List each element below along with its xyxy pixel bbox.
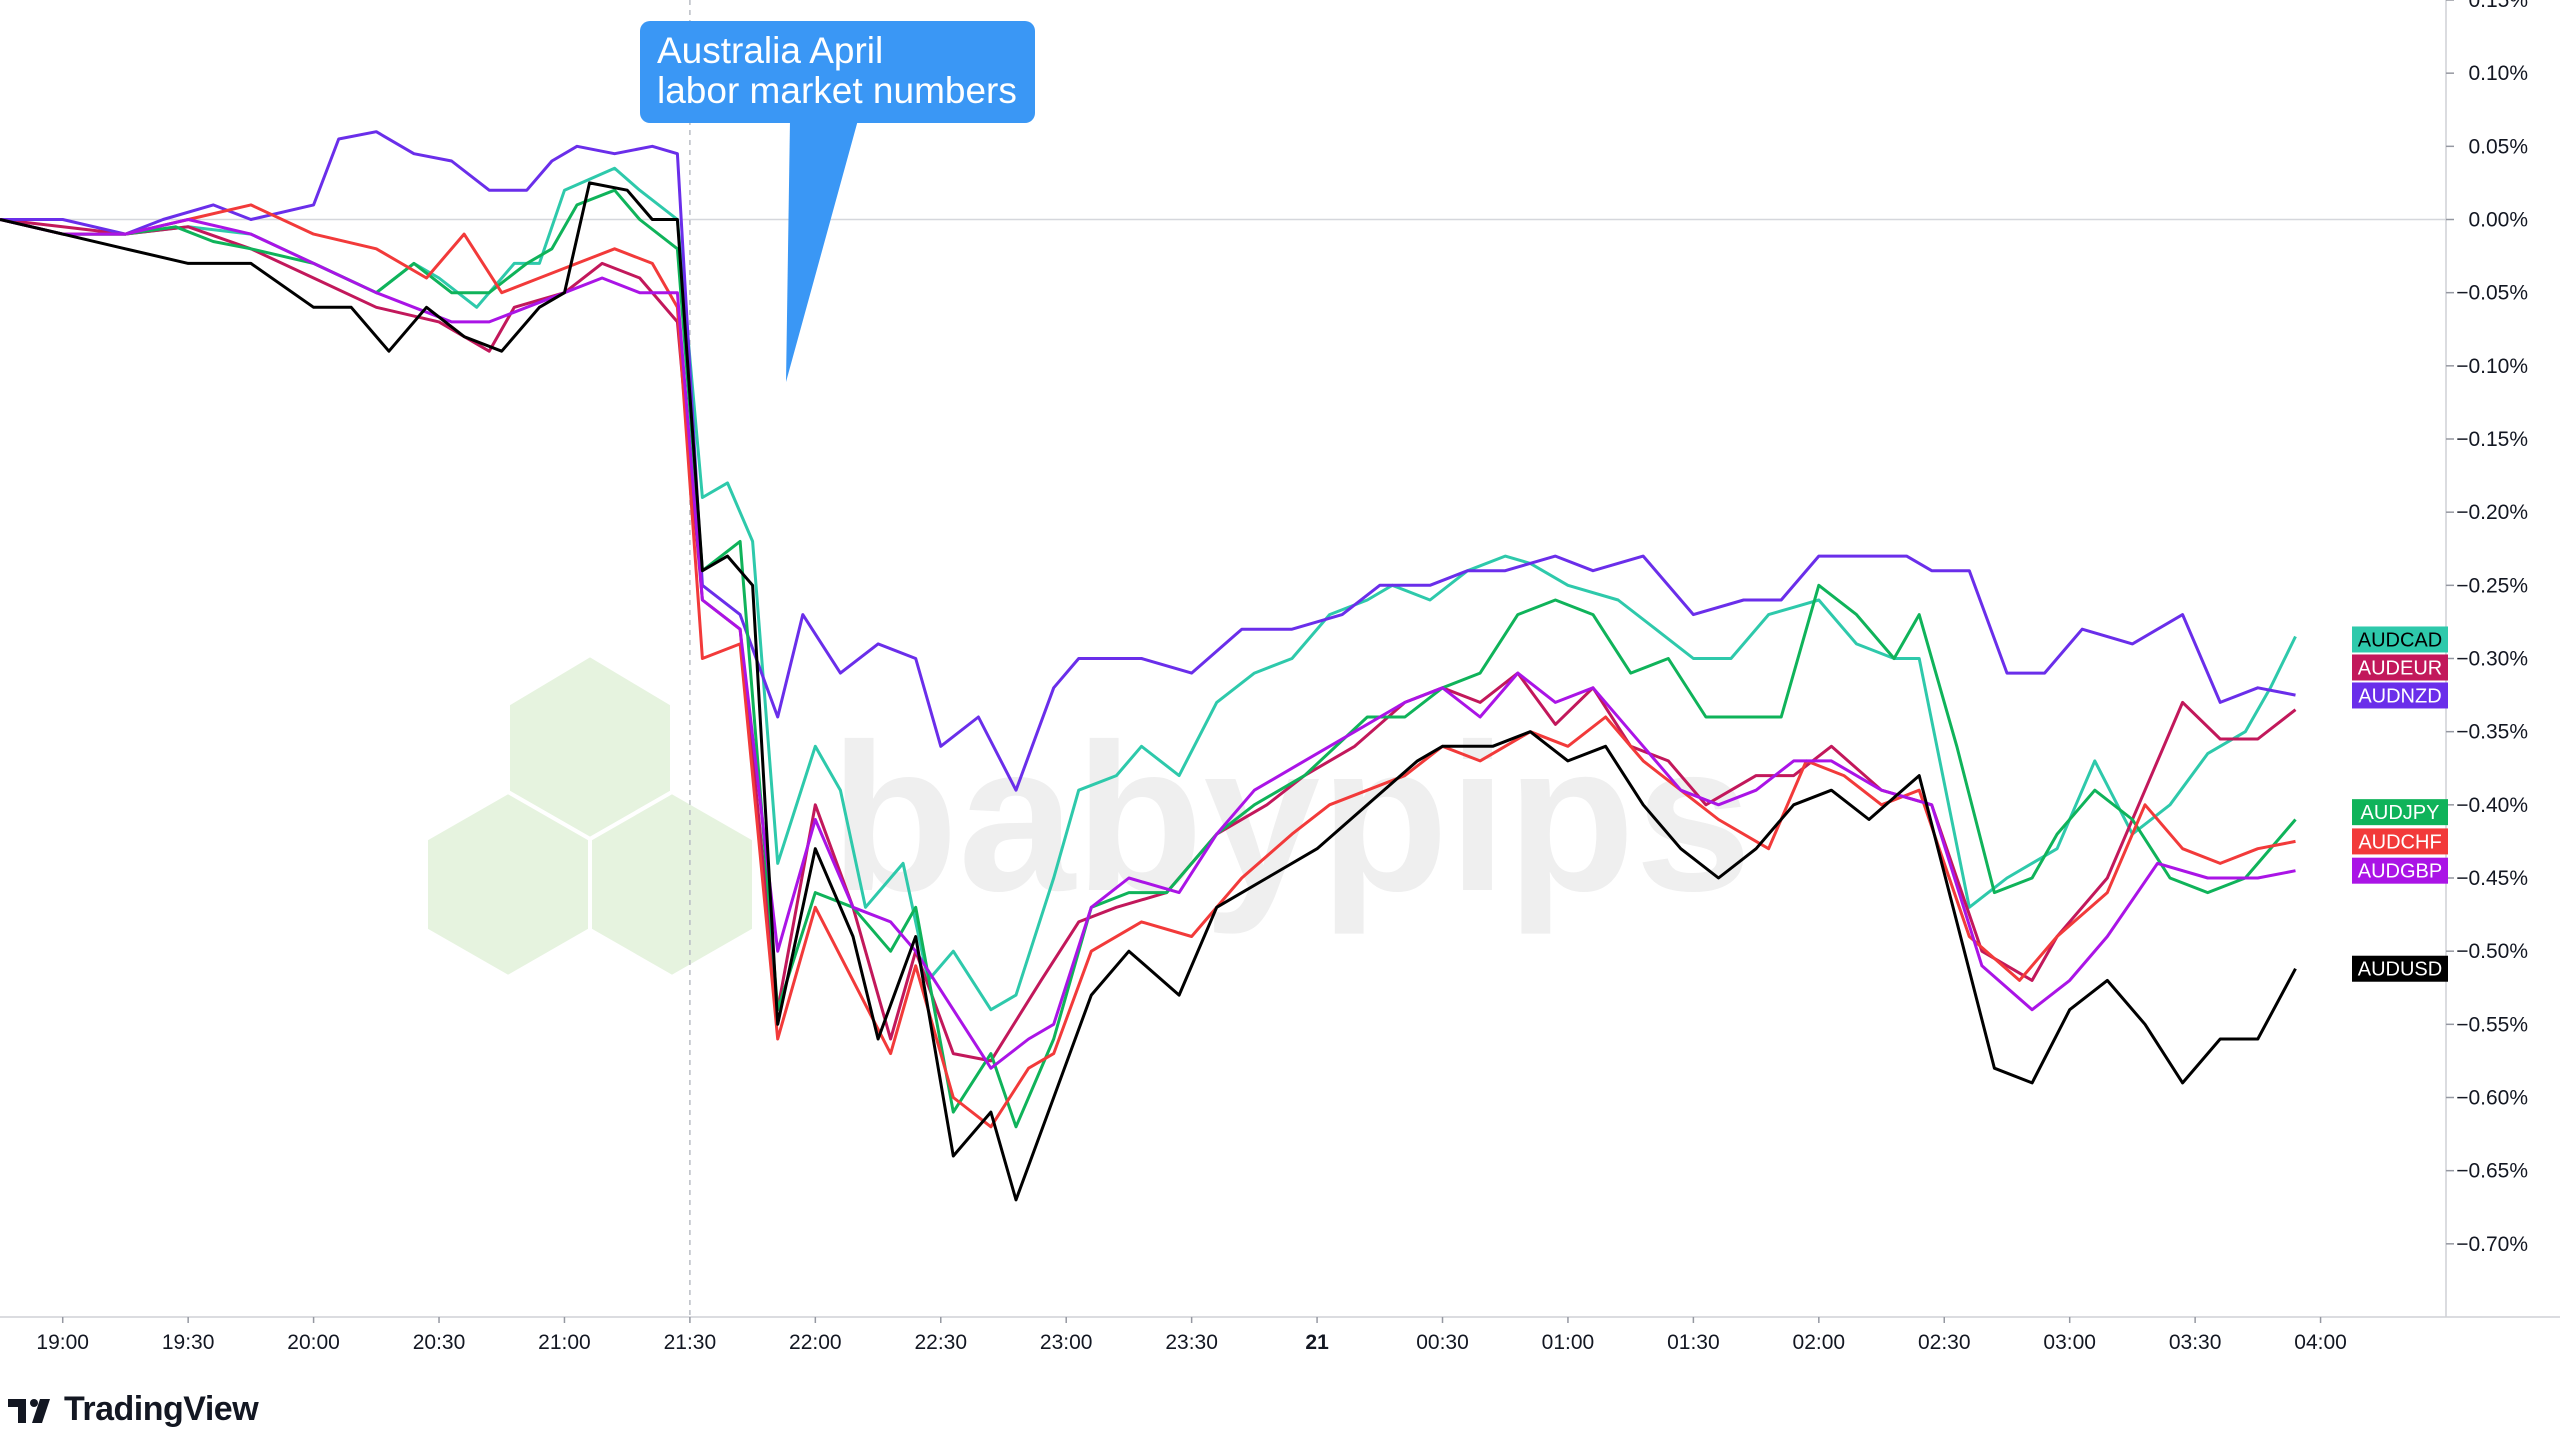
x-tick-label: 01:00 (1542, 1331, 1595, 1354)
legend-label-text: AUDJPY (2361, 802, 2440, 824)
legend-label-text: AUDGBP (2358, 861, 2442, 883)
legend-label-audcad: AUDCAD (2352, 626, 2448, 653)
legend-label-box (2352, 857, 2448, 884)
x-tick-label: 19:30 (162, 1331, 215, 1354)
series-line-audnzd (0, 130, 2296, 792)
legend-label-text: AUDEUR (2358, 657, 2442, 679)
legend-label-box (2352, 654, 2448, 681)
y-tick-label: −0.10% (2456, 355, 2528, 378)
legend-label-audusd: AUDUSD (2352, 955, 2448, 982)
legend-label-audjpy: AUDJPY (2352, 799, 2448, 826)
y-tick-label: −0.40% (2456, 794, 2528, 817)
legend-label-audeur: AUDEUR (2352, 654, 2448, 681)
x-tick-label: 21 (1305, 1331, 1329, 1354)
callout-line-2: labor market numbers (657, 70, 1017, 111)
callout-pointer (786, 120, 858, 382)
x-tick-label: 22:30 (914, 1331, 967, 1354)
annotation-callout: Australia April labor market numbers (640, 21, 1035, 123)
legend-label-box (2352, 828, 2448, 855)
legend-label-box (2352, 626, 2448, 653)
cube-logo (424, 652, 756, 980)
y-tick-label: 0.05% (2468, 135, 2528, 158)
y-tick-label: −0.65% (2456, 1160, 2528, 1183)
callout-line-1: Australia April (657, 30, 884, 71)
babypips-watermark: babypips (424, 652, 1752, 980)
x-tick-label: 00:30 (1416, 1331, 1469, 1354)
y-tick-label: 0.00% (2468, 209, 2528, 232)
tradingview-logo[interactable]: TradingView (6, 1390, 259, 1429)
tradingview-wordmark: TradingView (64, 1390, 259, 1428)
y-tick-label: −0.35% (2456, 721, 2528, 744)
y-tick-label: −0.70% (2456, 1233, 2528, 1256)
x-tick-label: 19:00 (36, 1331, 89, 1354)
x-tick-label: 22:00 (789, 1331, 842, 1354)
legend-label-box (2352, 955, 2448, 982)
legend-label-text: AUDCHF (2358, 831, 2441, 853)
legend-label-audnzd: AUDNZD (2352, 682, 2448, 709)
x-tick-label: 23:00 (1040, 1331, 1093, 1354)
y-tick-label: −0.55% (2456, 1013, 2528, 1036)
y-tick-label: 0.10% (2468, 62, 2528, 85)
x-tick-label: 04:00 (2294, 1331, 2347, 1354)
y-tick-label: −0.60% (2456, 1087, 2528, 1110)
x-tick-label: 21:30 (664, 1331, 717, 1354)
x-tick-label: 20:00 (287, 1331, 340, 1354)
series-line-audusd (0, 181, 2297, 1202)
y-tick-label: −0.45% (2456, 867, 2528, 890)
x-tick-label: 03:30 (2169, 1331, 2222, 1354)
legend-label-box (2352, 799, 2448, 826)
y-tick-label: −0.15% (2456, 428, 2528, 451)
x-tick-label: 23:30 (1165, 1331, 1218, 1354)
x-tick-label: 03:00 (2043, 1331, 2096, 1354)
legend-label-text: AUDCAD (2358, 629, 2442, 651)
y-tick-label: −0.20% (2456, 501, 2528, 524)
y-tick-label: −0.50% (2456, 940, 2528, 963)
watermark-text: babypips (830, 700, 1752, 935)
series-line-audchf (0, 203, 2296, 1129)
x-tick-label: 01:30 (1667, 1331, 1720, 1354)
y-tick-label: 0.15% (2468, 0, 2528, 12)
x-tick-label: 20:30 (413, 1331, 466, 1354)
legend-label-audgbp: AUDGBP (2352, 857, 2448, 884)
legend-label-audchf: AUDCHF (2352, 828, 2448, 855)
tradingview-logo-icon (8, 1398, 50, 1423)
x-tick-label: 02:30 (1918, 1331, 1971, 1354)
series-line-audjpy (0, 188, 2297, 1129)
y-tick-label: −0.25% (2456, 574, 2528, 597)
x-tick-label: 21:00 (538, 1331, 591, 1354)
legend-label-text: AUDUSD (2358, 959, 2442, 981)
series-line-audgbp (0, 218, 2296, 1070)
legend-label-text: AUDNZD (2358, 685, 2441, 707)
x-tick-label: 02:00 (1793, 1331, 1846, 1354)
y-tick-label: −0.05% (2456, 282, 2528, 305)
legend-label-box (2352, 682, 2448, 709)
y-tick-label: −0.30% (2456, 648, 2528, 671)
